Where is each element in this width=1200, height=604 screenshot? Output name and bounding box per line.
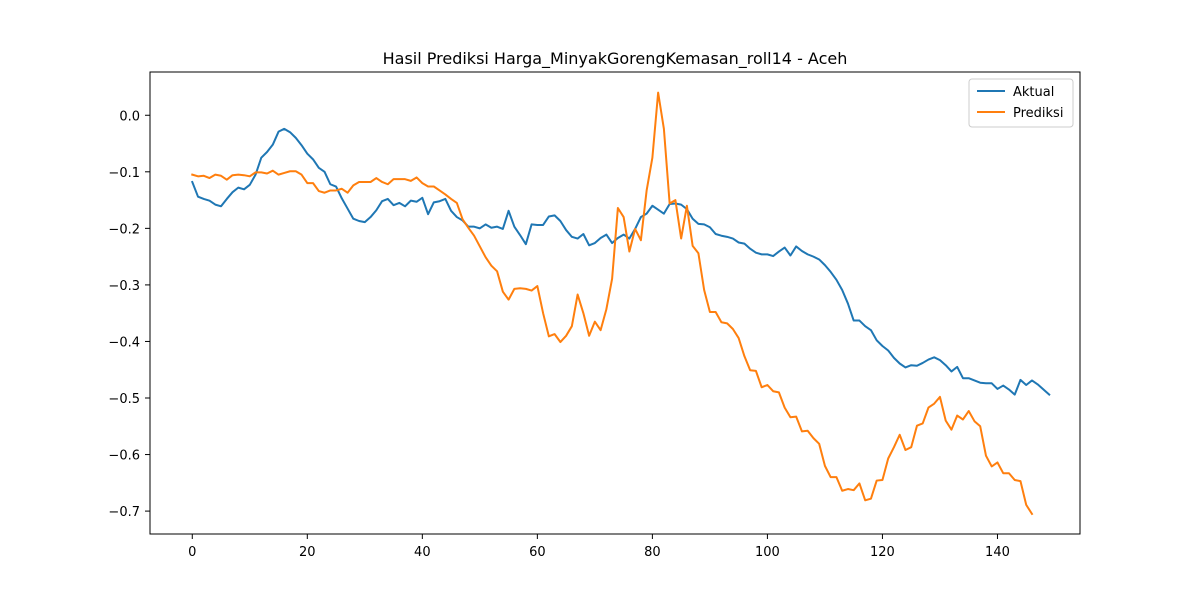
x-tick-label: 60: [529, 545, 546, 560]
series-line-prediksi: [191, 91, 1034, 516]
x-tick-label: 20: [299, 545, 316, 560]
y-tick-label: −0.6: [108, 449, 140, 464]
chart-title: Hasil Prediksi Harga_MinyakGorengKemasan…: [383, 49, 848, 69]
y-tick-label: −0.4: [108, 335, 140, 350]
legend-label-aktual: Aktual: [1013, 85, 1054, 100]
series-line-aktual: [190, 127, 1051, 397]
x-tick-label: 40: [414, 545, 431, 560]
x-tick-label: 120: [870, 545, 895, 560]
y-axis: 0.0 −0.1 −0.2 −0.3 −0.4 −0.5 −0.6 −0.7: [108, 109, 150, 520]
y-tick-label: −0.1: [108, 166, 140, 181]
x-axis: 0 20 40 60 80 100 120 140: [188, 534, 1010, 560]
y-tick-label: −0.2: [108, 222, 140, 237]
legend-label-prediksi: Prediksi: [1013, 106, 1063, 121]
legend: Aktual Prediksi: [968, 78, 1074, 128]
x-tick-label: 0: [188, 545, 196, 560]
plot-area: [149, 71, 1081, 535]
y-tick-label: −0.7: [108, 505, 140, 520]
x-tick-label: 80: [644, 545, 661, 560]
x-tick-label: 140: [985, 545, 1010, 560]
x-tick-label: 100: [755, 545, 780, 560]
y-tick-label: −0.3: [108, 279, 140, 294]
axes-frame: [149, 71, 1081, 535]
y-tick-label: 0.0: [119, 109, 140, 124]
y-tick-label: −0.5: [108, 392, 140, 407]
